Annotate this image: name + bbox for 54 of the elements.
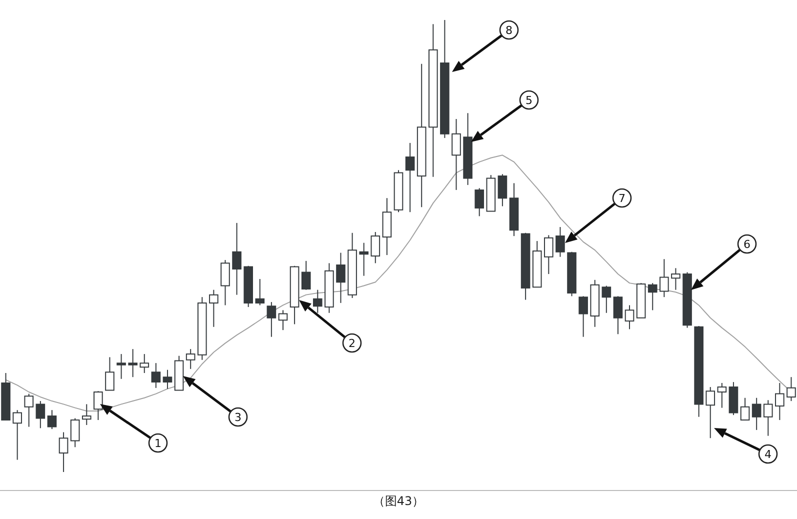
candlestick [775, 382, 784, 421]
candlestick [763, 400, 773, 436]
candlestick [602, 285, 612, 314]
candlestick [301, 260, 311, 290]
annotation: 8 [506, 24, 512, 37]
candlestick [613, 296, 623, 335]
candlestick [474, 188, 484, 217]
candlestick [232, 222, 242, 296]
candlestick [128, 348, 138, 378]
candlestick [556, 226, 565, 258]
candlestick [116, 354, 126, 380]
candlestick [544, 234, 554, 275]
candlestick [266, 302, 276, 338]
candlestick [209, 289, 218, 328]
candlestick [405, 142, 415, 213]
candlestick [12, 410, 22, 460]
annotation: 2 [348, 337, 356, 350]
candlestick [706, 386, 716, 439]
candlestick [105, 356, 114, 391]
candlestick [578, 296, 588, 338]
candlestick [278, 310, 288, 331]
candlestick [648, 282, 658, 311]
candlestick [255, 278, 265, 306]
candlestick [140, 354, 150, 374]
candlestick [220, 260, 230, 306]
candlestick [359, 242, 369, 276]
annotation: 6 [744, 238, 750, 251]
candlestick [36, 400, 46, 429]
candlestick [70, 418, 80, 448]
candlestick [660, 258, 669, 298]
candlestick [47, 410, 57, 430]
candlestick [151, 362, 161, 388]
candlestick [24, 393, 34, 428]
candlestick [336, 252, 346, 304]
annotation: 4 [764, 448, 772, 461]
candlestick [752, 397, 762, 430]
candlestick [624, 304, 634, 330]
annotation: 7 [618, 192, 626, 205]
candlestick [162, 369, 172, 390]
candlestick [82, 404, 92, 426]
annotation: 1 [154, 437, 162, 450]
candlestick [717, 382, 727, 408]
candlestick [370, 231, 380, 264]
candlestick [740, 397, 750, 421]
candlestick [94, 390, 103, 421]
candlestick [186, 348, 196, 370]
annotation: 5 [526, 94, 532, 107]
annotation: 3 [234, 411, 242, 424]
candlestick [498, 174, 508, 207]
candlestick [452, 118, 461, 190]
candlestick [58, 432, 68, 472]
candlestick [671, 268, 680, 290]
candlestick [312, 289, 322, 314]
text: （图43） [372, 493, 426, 510]
